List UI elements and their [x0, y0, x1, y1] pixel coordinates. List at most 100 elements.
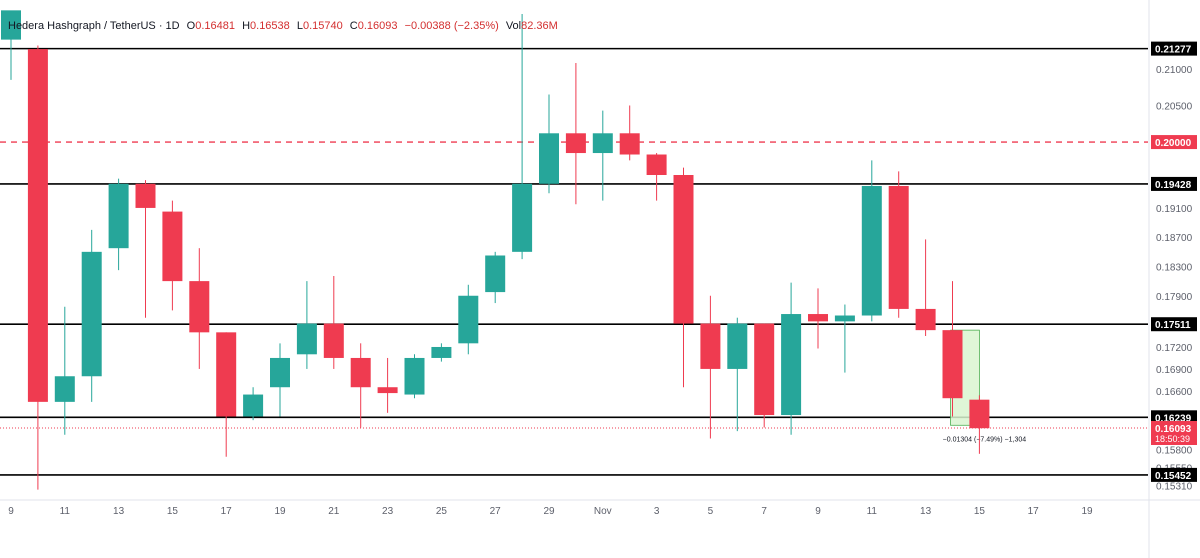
candles: [1, 10, 990, 490]
y-tick-label: 0.15310: [1156, 481, 1193, 492]
close-value: 0.16093: [357, 20, 398, 32]
candle: [216, 332, 237, 457]
y-tick-label: 0.21000: [1156, 65, 1193, 76]
candle: [942, 281, 963, 417]
y-tick-label: 0.17200: [1156, 343, 1193, 354]
y-tick-label: 0.16600: [1156, 387, 1193, 398]
candle-body: [189, 281, 210, 333]
level-price-tag: [1151, 410, 1197, 425]
symbol-label: Hedera Hashgraph / TetherUS · 1D: [8, 20, 180, 32]
level-price-label: 0.19428: [1155, 180, 1192, 191]
candle-body: [296, 323, 317, 355]
x-tick-label: 29: [543, 506, 555, 517]
x-tick-label: 15: [167, 506, 179, 517]
level-price-label: 0.15452: [1155, 471, 1192, 482]
candle-body: [969, 399, 990, 429]
candle-body: [350, 357, 371, 388]
close-label: C: [349, 20, 358, 32]
low-label: L: [296, 20, 303, 32]
chart-legend: Hedera Hashgraph / TetherUS · 1D O0.1648…: [8, 20, 558, 32]
x-tick-label: 25: [436, 506, 448, 517]
candle: [834, 304, 855, 373]
candle-body: [942, 330, 963, 399]
change-value: −0.00388 (−2.35%): [404, 20, 499, 32]
candle: [619, 105, 640, 161]
y-tick-label: 0.16900: [1156, 365, 1193, 376]
candle: [296, 281, 317, 369]
candle-body: [377, 387, 398, 394]
candle: [754, 323, 775, 428]
candle-body: [458, 295, 479, 344]
candle: [243, 387, 264, 421]
x-tick-label: 27: [490, 506, 502, 517]
candle: [27, 45, 48, 490]
x-tick-label: 19: [274, 506, 286, 517]
measure-label: −0.01304 (−7.49%) −1,304: [943, 436, 1027, 443]
candle-body: [565, 133, 586, 154]
y-tick-label: 0.20500: [1156, 101, 1193, 112]
level-price-tag: [1151, 176, 1197, 191]
y-tick-label: 0.15800: [1156, 445, 1193, 456]
candle-body: [1, 10, 21, 40]
candle: [592, 110, 613, 201]
candle-body: [27, 49, 48, 402]
candle: [646, 153, 667, 201]
candle-body: [162, 211, 183, 282]
x-tick-label: Nov: [594, 506, 612, 517]
candle: [700, 295, 721, 439]
candle: [808, 288, 828, 349]
level-price-label: 0.16239: [1155, 413, 1192, 424]
candle-body: [646, 154, 667, 175]
candle: [189, 248, 210, 369]
x-tick-label: 23: [382, 506, 394, 517]
y-tick-label: 0.17900: [1156, 292, 1193, 303]
current-price-label: 0.16093: [1155, 424, 1192, 435]
x-tick-label: 17: [221, 506, 233, 517]
candle: [1, 10, 21, 80]
y-tick-label: 0.19100: [1156, 204, 1193, 215]
candle: [270, 343, 290, 417]
countdown-label: 18:50:39: [1155, 434, 1190, 444]
candle-body: [539, 133, 559, 184]
candle-body: [592, 133, 613, 154]
level-price-tag: [1151, 41, 1197, 56]
candle-body: [54, 376, 75, 402]
candle: [565, 63, 586, 205]
candle: [377, 357, 398, 413]
open-value: 0.16481: [195, 20, 235, 32]
candle: [512, 14, 533, 260]
horizontal-levels: 0.21277 0.20000 0.19428 0.17511 0.16239 0.154…: [0, 41, 1197, 482]
candle-body: [915, 308, 936, 331]
candle-body: [700, 323, 721, 369]
volume-value: 82.36M: [521, 20, 558, 32]
candle: [81, 229, 102, 402]
current-price-bg: [1151, 420, 1197, 445]
x-tick-label: 9: [815, 506, 821, 517]
candle: [350, 343, 371, 428]
candle-body: [485, 255, 506, 293]
x-tick-label: 17: [1028, 506, 1040, 517]
x-tick-label: 21: [328, 506, 340, 517]
x-tick-label: 13: [113, 506, 125, 517]
x-tick-label: 3: [654, 506, 660, 517]
candle: [485, 251, 506, 304]
x-axis: 9 11 13 15 17 19 21 23 25 27 29 Nov 3 5 7 9 11 13 15 17 19: [8, 506, 1093, 517]
x-tick-label: 13: [920, 506, 932, 517]
candle-body: [135, 183, 156, 208]
candle-body: [431, 346, 452, 358]
candle-body: [619, 133, 640, 155]
candle: [404, 354, 425, 399]
candle-body: [404, 357, 425, 395]
candle-body: [888, 185, 909, 309]
volume-label: Vol: [505, 20, 522, 32]
candle: [431, 343, 452, 362]
x-tick-label: 5: [708, 506, 714, 517]
y-tick-label: 0.18300: [1156, 262, 1193, 273]
candle: [888, 171, 909, 318]
x-tick-label: 9: [8, 506, 14, 517]
candle: [673, 167, 694, 388]
level-price-tag: [1151, 135, 1197, 150]
